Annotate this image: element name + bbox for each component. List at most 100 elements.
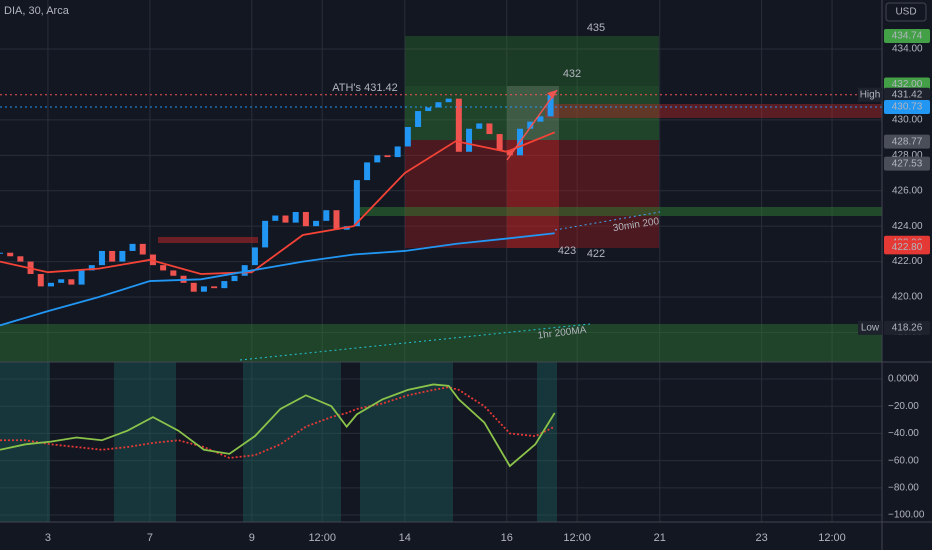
candle: [160, 265, 167, 271]
x-tick-label: 23: [756, 532, 768, 544]
candle: [190, 282, 197, 292]
stop-zone: [405, 140, 659, 248]
candle: [58, 279, 65, 283]
candle: [241, 265, 248, 276]
candle: [251, 247, 258, 266]
candle: [200, 286, 207, 292]
candle: [394, 146, 401, 158]
candle: [7, 252, 14, 257]
annotation: ATH's 431.42: [332, 82, 397, 94]
tag-label: High: [860, 89, 881, 100]
candle: [476, 123, 483, 129]
price-tag-label: 422.80: [892, 242, 923, 253]
price-tag: [884, 320, 930, 335]
price-tag-label: 418.26: [892, 322, 923, 333]
candle: [364, 162, 371, 181]
annotation: 423: [558, 245, 576, 257]
x-tick-label: 12:00: [563, 532, 591, 544]
x-tick-label: 3: [45, 532, 51, 544]
candle: [129, 243, 136, 251]
x-tick-label: 16: [501, 532, 513, 544]
candle: [302, 211, 309, 227]
candle: [404, 126, 411, 147]
resistance-band: [545, 104, 882, 118]
candle: [68, 279, 75, 285]
x-tick-label: 7: [147, 532, 153, 544]
candle: [262, 220, 269, 248]
tag-label: Low: [861, 322, 880, 333]
candle: [353, 180, 360, 227]
candle: [435, 102, 442, 108]
x-tick-label: 12:00: [818, 532, 846, 544]
position-loss: [507, 140, 559, 248]
y-tick-label: 428.00: [892, 150, 923, 161]
candle: [272, 215, 279, 221]
candle: [98, 250, 105, 266]
resistance-small: [158, 237, 258, 243]
candle: [323, 210, 330, 221]
candle: [47, 282, 54, 287]
currency-box[interactable]: [885, 2, 927, 22]
y-tick-label: 420.00: [892, 292, 923, 303]
price-tag: [884, 99, 930, 114]
candle: [455, 98, 462, 152]
price-tag: [884, 240, 930, 255]
candle: [425, 107, 432, 112]
moving-average: [0, 232, 555, 327]
candle: [88, 265, 95, 271]
candle: [445, 98, 452, 103]
y-tick-label: −80.00: [888, 482, 919, 493]
candle: [221, 281, 228, 289]
price-tag: [884, 156, 930, 171]
y-tick-label: 434.00: [892, 44, 923, 55]
candle: [231, 275, 238, 282]
candle: [537, 116, 544, 122]
tag-label-box: [858, 320, 882, 335]
candle: [313, 220, 320, 227]
y-tick-label: 0.0000: [888, 374, 919, 385]
x-tick-label: 12:00: [308, 532, 336, 544]
candle: [506, 150, 513, 156]
candle: [496, 134, 503, 151]
candle: [170, 270, 177, 276]
price-tag-label: 431.42: [892, 89, 923, 100]
tag-label-box: [858, 87, 882, 102]
annotation: 435: [587, 22, 605, 34]
price-tag-label: 428.77: [892, 136, 923, 147]
y-tick-label: 430.00: [892, 115, 923, 126]
price-tag-label: 430.73: [892, 102, 923, 113]
moving-average: [0, 131, 556, 275]
candle: [119, 250, 126, 262]
candle: [292, 211, 299, 223]
candle: [333, 210, 340, 230]
osc-zone: [243, 362, 341, 522]
y-tick-label: 422.00: [892, 256, 923, 267]
osc-zone: [360, 362, 453, 522]
price-tag-label: 432.00: [892, 79, 923, 90]
support-band: [355, 207, 882, 216]
price-tag: [884, 134, 930, 149]
y-tick-label: −20.00: [888, 401, 919, 412]
trend-line: [239, 323, 591, 361]
candle: [374, 155, 381, 163]
symbol: DIA, 30, Arca: [4, 5, 70, 17]
low-zone: [0, 324, 882, 362]
candle: [109, 250, 116, 262]
signal-line: [0, 386, 556, 459]
price-tag: [884, 87, 930, 102]
x-tick-label: 21: [654, 532, 666, 544]
plot: [0, 94, 882, 468]
arrow: [506, 89, 558, 161]
currency[interactable]: USD: [895, 7, 916, 18]
y-tick-label: −100.00: [888, 510, 925, 521]
price-tag-label: 434.74: [892, 31, 923, 42]
price-tag-label: 427.53: [892, 158, 923, 169]
candle: [547, 95, 554, 117]
annotation: 422: [587, 248, 605, 260]
candle: [37, 273, 44, 287]
candle: [384, 155, 391, 158]
osc-zone: [114, 362, 176, 522]
candle: [17, 256, 24, 262]
